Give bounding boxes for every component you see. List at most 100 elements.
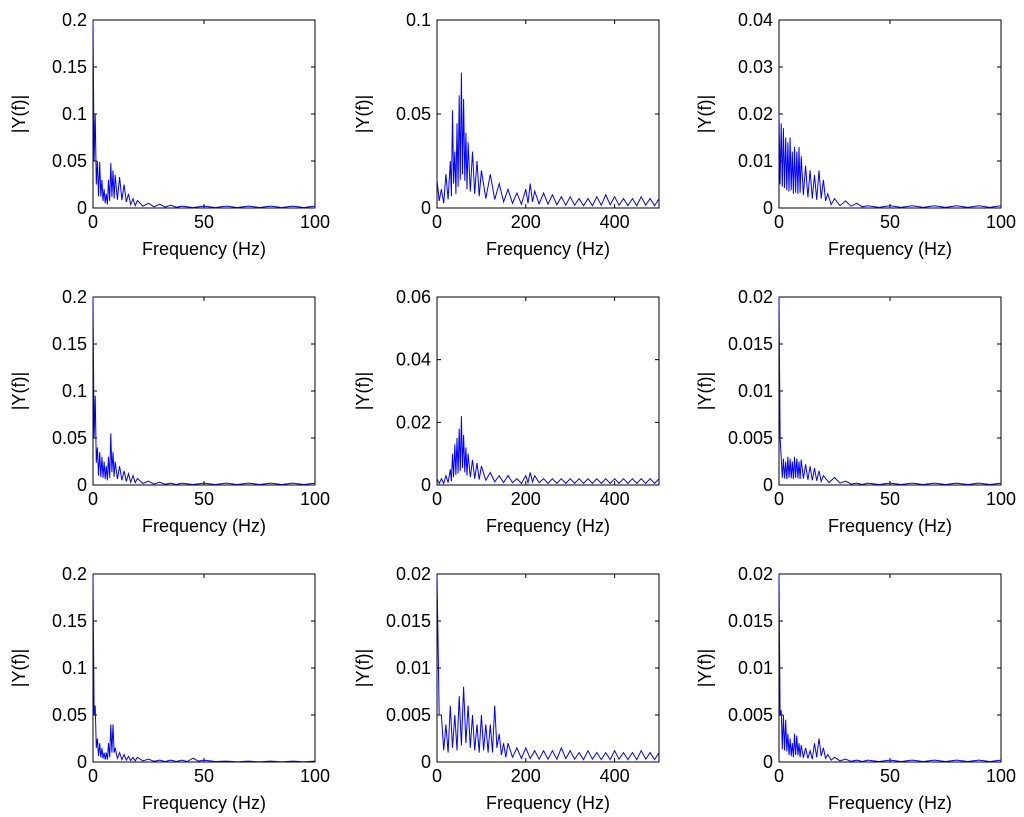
- x-axis-title: Frequency (Hz): [486, 793, 610, 813]
- y-axis-title: |Y(f)|: [9, 649, 29, 687]
- spectrum-line: [436, 72, 660, 207]
- y-tick-label: 0.015: [728, 334, 773, 354]
- x-tick-label: 100: [300, 489, 330, 509]
- y-tick-label: 0.15: [52, 57, 87, 77]
- x-tick-label: 400: [600, 212, 630, 232]
- subplot-2: 0 200 400 0 0.05 0.1 Frequency (Hz) |Y(f)|: [353, 10, 660, 259]
- axes-box: [92, 19, 316, 209]
- y-tick-label: 0.02: [396, 412, 431, 432]
- y-tick-label: 0.015: [386, 611, 431, 631]
- x-tick-label: 100: [300, 766, 330, 786]
- spectrum-line: [92, 573, 316, 763]
- y-tick-label: 0.05: [52, 705, 87, 725]
- y-tick-label: 0.05: [52, 151, 87, 171]
- axes-box: [436, 573, 660, 763]
- y-axis-title: |Y(f)|: [695, 95, 715, 133]
- y-tick-label: 0: [421, 475, 431, 495]
- y-tick-label: 0.15: [52, 611, 87, 631]
- y-tick-label: 0: [763, 752, 773, 772]
- y-axis-title: |Y(f)|: [353, 649, 373, 687]
- x-tick-label: 0: [88, 766, 98, 786]
- x-tick-label: 50: [880, 766, 900, 786]
- y-tick-label: 0.1: [62, 658, 87, 678]
- subplot-1: 0 50 100 0 0.05 0.1 0.15 0.2 Frequency (Hz) |Y(f)…: [9, 10, 330, 259]
- y-axis-title: |Y(f)|: [9, 372, 29, 410]
- x-tick-label: 400: [600, 766, 630, 786]
- spectrum-line: [778, 573, 1002, 763]
- spectrum-line: [778, 113, 1002, 208]
- y-tick-label: 0.05: [52, 428, 87, 448]
- y-axis-title: |Y(f)|: [9, 95, 29, 133]
- y-tick-label: 0.1: [62, 104, 87, 124]
- x-tick-label: 50: [194, 212, 214, 232]
- spectrum-line: [92, 19, 316, 209]
- y-tick-label: 0.02: [738, 287, 773, 307]
- y-tick-label: 0: [421, 752, 431, 772]
- y-tick-label: 0.015: [728, 611, 773, 631]
- x-axis-title: Frequency (Hz): [486, 239, 610, 259]
- axes-box: [92, 573, 316, 763]
- axes-box: [778, 573, 1002, 763]
- y-tick-label: 0: [77, 198, 87, 218]
- x-tick-label: 50: [880, 489, 900, 509]
- x-tick-label: 0: [432, 489, 442, 509]
- x-tick-label: 200: [511, 212, 541, 232]
- y-tick-label: 0.01: [396, 658, 431, 678]
- y-tick-label: 0: [421, 198, 431, 218]
- x-tick-label: 100: [986, 489, 1016, 509]
- y-tick-label: 0.01: [738, 658, 773, 678]
- y-tick-label: 0: [77, 475, 87, 495]
- y-tick-label: 0.04: [738, 10, 773, 30]
- y-tick-label: 0.02: [738, 104, 773, 124]
- y-tick-label: 0: [763, 198, 773, 218]
- subplot-7: 0 50 100 0 0.05 0.1 0.15 0.2 Frequency (Hz) |Y(f)…: [9, 564, 330, 813]
- y-tick-label: 0.03: [738, 57, 773, 77]
- y-tick-label: 0.05: [396, 104, 431, 124]
- subplot-8: 0 200 400 0 0.005 0.01 0.015 0.02 Frequency (Hz)…: [353, 564, 660, 813]
- x-tick-label: 50: [194, 766, 214, 786]
- axes-box: [436, 19, 660, 209]
- spectrum-line: [436, 573, 660, 761]
- x-axis-title: Frequency (Hz): [142, 793, 266, 813]
- x-tick-label: 0: [432, 212, 442, 232]
- y-tick-label: 0.02: [396, 564, 431, 584]
- x-tick-label: 0: [774, 766, 784, 786]
- y-tick-label: 0.1: [406, 10, 431, 30]
- y-tick-label: 0.005: [728, 428, 773, 448]
- x-axis-title: Frequency (Hz): [828, 516, 952, 536]
- axes-box: [436, 296, 660, 486]
- spectrum-line: [92, 296, 316, 486]
- y-tick-label: 0.01: [738, 151, 773, 171]
- subplot-9: 0 50 100 0 0.005 0.01 0.015 0.02 Frequency (Hz) |…: [695, 564, 1016, 813]
- spectrum-line: [778, 296, 1002, 486]
- x-axis-title: Frequency (Hz): [142, 516, 266, 536]
- y-tick-label: 0.02: [738, 564, 773, 584]
- x-axis-title: Frequency (Hz): [486, 516, 610, 536]
- x-tick-label: 0: [88, 489, 98, 509]
- x-axis-title: Frequency (Hz): [828, 793, 952, 813]
- y-axis-title: |Y(f)|: [695, 372, 715, 410]
- y-tick-label: 0.06: [396, 287, 431, 307]
- y-tick-label: 0: [77, 752, 87, 772]
- x-tick-label: 0: [432, 766, 442, 786]
- y-tick-label: 0.1: [62, 381, 87, 401]
- x-axis-title: Frequency (Hz): [142, 239, 266, 259]
- x-tick-label: 0: [88, 212, 98, 232]
- y-tick-label: 0.2: [62, 564, 87, 584]
- axes-box: [92, 296, 316, 486]
- y-axis-title: |Y(f)|: [353, 372, 373, 410]
- spectrum-line: [436, 416, 660, 485]
- subplot-6: 0 50 100 0 0.005 0.01 0.015 0.02 Frequency (Hz) |…: [695, 287, 1016, 536]
- x-tick-label: 100: [986, 212, 1016, 232]
- x-tick-label: 200: [511, 489, 541, 509]
- y-tick-label: 0.005: [386, 705, 431, 725]
- x-tick-label: 50: [194, 489, 214, 509]
- y-axis-title: |Y(f)|: [353, 95, 373, 133]
- y-axis-title: |Y(f)|: [695, 649, 715, 687]
- x-tick-label: 0: [774, 212, 784, 232]
- x-tick-label: 50: [880, 212, 900, 232]
- axes-box: [778, 296, 1002, 486]
- y-tick-label: 0.005: [728, 705, 773, 725]
- axes-box: [778, 19, 1002, 209]
